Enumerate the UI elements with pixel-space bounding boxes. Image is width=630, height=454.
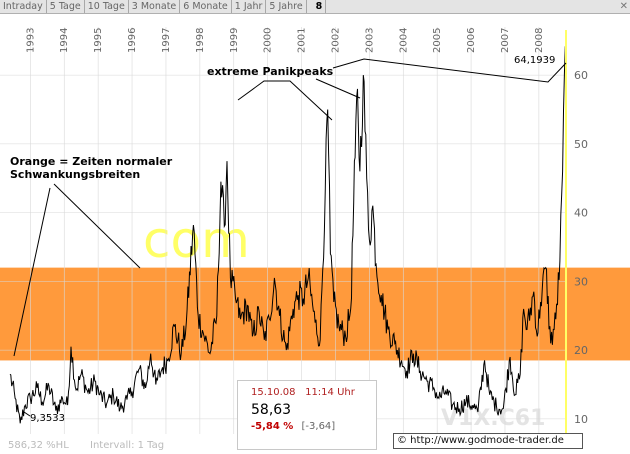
x-tick-2000: 2000	[263, 28, 274, 53]
quote-date: 15.10.08	[251, 387, 296, 398]
annotation-orange-2: Schwankungsbreiten	[10, 168, 140, 181]
x-tick-2002: 2002	[330, 28, 341, 53]
orange-pointer-2	[53, 183, 141, 269]
x-tick-1996: 1996	[127, 28, 138, 53]
tab-10-tage[interactable]: 10 Tage	[85, 0, 129, 13]
source-credit[interactable]: © http://www.godmode-trader.de	[393, 433, 583, 449]
close-icon[interactable]: ✕	[619, 1, 628, 12]
timeframe-tabbar: Intraday 5 Tage 10 Tage 3 Monate 6 Monat…	[0, 0, 630, 14]
tab-intraday[interactable]: Intraday	[0, 0, 47, 13]
annotation-orange-1: Orange = Zeiten normaler	[10, 155, 173, 168]
panik-pointer-3	[315, 78, 361, 99]
y-tick-30: 30	[574, 275, 588, 288]
range-info: 586,32 %HL	[8, 440, 69, 451]
series-line	[9, 46, 567, 424]
x-tick-1995: 1995	[93, 28, 104, 53]
tab-5-jahre[interactable]: 5 Jahre	[266, 0, 307, 13]
tab-1-jahr[interactable]: 1 Jahr	[232, 0, 267, 13]
quote-box: 15.10.08 11:14 Uhr 58,63 -5,84 % [-3,64]	[237, 380, 377, 450]
panik-pointer-1	[237, 80, 333, 121]
x-tick-1998: 1998	[195, 28, 206, 53]
y-tick-20: 20	[574, 344, 588, 357]
x-tick-2006: 2006	[466, 28, 477, 53]
x-tick-2001: 2001	[297, 28, 308, 53]
interval-info: Intervall: 1 Tag	[90, 440, 164, 451]
tab-6-monate[interactable]: 6 Monate	[180, 0, 232, 13]
panik-pointer-2	[332, 58, 567, 83]
x-tick-2007: 2007	[500, 28, 511, 53]
y-tick-40: 40	[574, 207, 588, 220]
normal-range-band	[0, 267, 630, 361]
quote-price: 58,63	[251, 402, 292, 418]
x-tick-1997: 1997	[161, 28, 172, 53]
max-label: 64,1939	[514, 55, 555, 66]
orange-pointer-1	[13, 187, 51, 357]
quote-time: 11:14 Uhr	[305, 387, 355, 398]
min-label: 9,3533	[30, 413, 65, 424]
tab-3-monate[interactable]: 3 Monate	[129, 0, 181, 13]
x-tick-2004: 2004	[398, 28, 409, 53]
x-tick-2005: 2005	[432, 28, 443, 53]
x-tick-1999: 1999	[229, 28, 240, 53]
watermark-com: com	[143, 211, 250, 269]
x-tick-1993: 1993	[25, 28, 36, 53]
x-tick-1994: 1994	[59, 28, 70, 53]
y-tick-50: 50	[574, 138, 588, 151]
quote-change-abs: [-3,64]	[301, 421, 336, 432]
quote-change-pct: -5,84 %	[251, 421, 294, 432]
tab-cut-off[interactable]: 8	[313, 0, 327, 13]
tab-5-tage[interactable]: 5 Tage	[47, 0, 85, 13]
x-tick-2003: 2003	[364, 28, 375, 53]
min-pointer	[23, 411, 31, 417]
annotation-panik: extreme Panikpeaks	[207, 65, 334, 78]
y-tick-10: 10	[574, 413, 588, 426]
y-tick-60: 60	[574, 69, 588, 82]
x-tick-2008: 2008	[534, 28, 545, 53]
